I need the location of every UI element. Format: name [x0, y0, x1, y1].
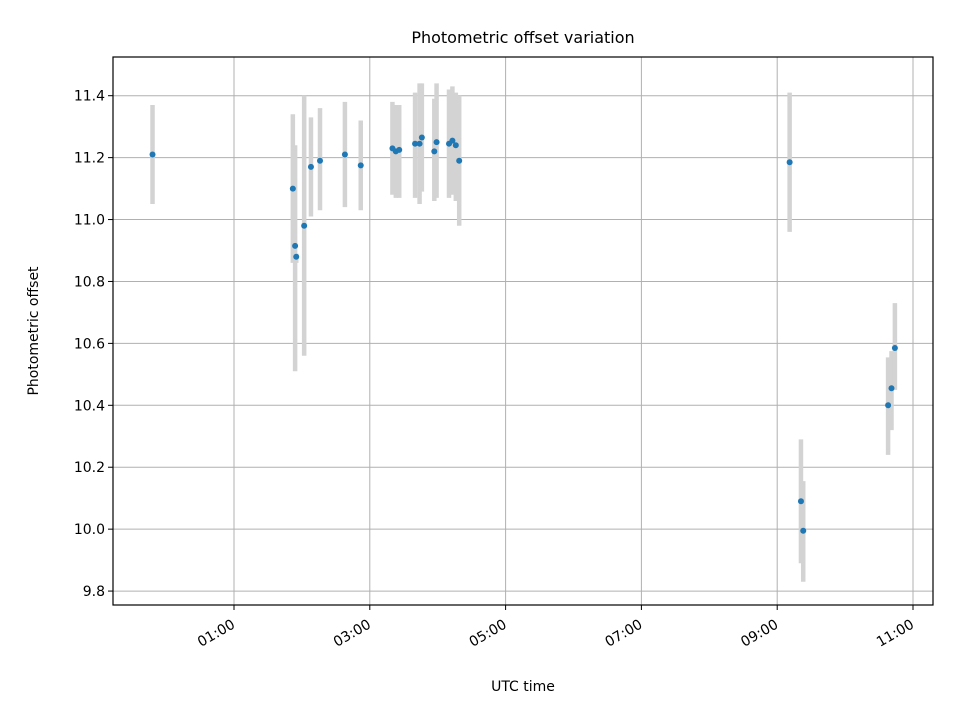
- data-point: [289, 185, 296, 192]
- data-point: [412, 140, 419, 147]
- data-point: [341, 151, 348, 158]
- plot-frame: [112, 56, 934, 606]
- data-point: [786, 159, 793, 166]
- data-points: [149, 134, 898, 534]
- grid-lines: [113, 57, 933, 605]
- y-tick-label: 10.0: [74, 522, 105, 538]
- y-axis-label: Photometric offset: [26, 266, 42, 396]
- data-point: [456, 157, 463, 164]
- y-tick-label: 9.8: [83, 584, 105, 600]
- data-point: [317, 157, 324, 164]
- data-point: [885, 402, 892, 409]
- y-tick-label: 11.0: [74, 213, 105, 229]
- y-tick-label: 11.2: [74, 151, 105, 167]
- data-point: [307, 163, 314, 170]
- data-point: [800, 527, 807, 534]
- y-tick-label: 10.8: [74, 274, 105, 290]
- data-point: [416, 140, 423, 147]
- y-tick-label: 10.6: [74, 336, 105, 352]
- data-point: [357, 162, 364, 169]
- y-axis-ticks: 9.8 10.0 10.2 10.4 10.6 10.8 11.0 11.2 11.4: [74, 89, 113, 600]
- data-point: [888, 385, 895, 392]
- data-point: [418, 134, 425, 141]
- data-point: [396, 146, 403, 153]
- y-tick-label: 11.4: [74, 89, 105, 105]
- data-point: [293, 253, 300, 260]
- data-point: [292, 242, 299, 249]
- data-point: [431, 148, 438, 155]
- data-point: [433, 139, 440, 146]
- data-point: [301, 222, 308, 229]
- data-point: [452, 142, 459, 149]
- data-point: [891, 345, 898, 352]
- data-point: [149, 151, 156, 158]
- chart-title: Photometric offset variation: [411, 28, 634, 47]
- data-point: [797, 498, 804, 505]
- y-tick-label: 10.2: [74, 460, 105, 476]
- x-axis-label: UTC time: [491, 679, 555, 695]
- data-point: [449, 137, 456, 144]
- y-tick-label: 10.4: [74, 398, 105, 414]
